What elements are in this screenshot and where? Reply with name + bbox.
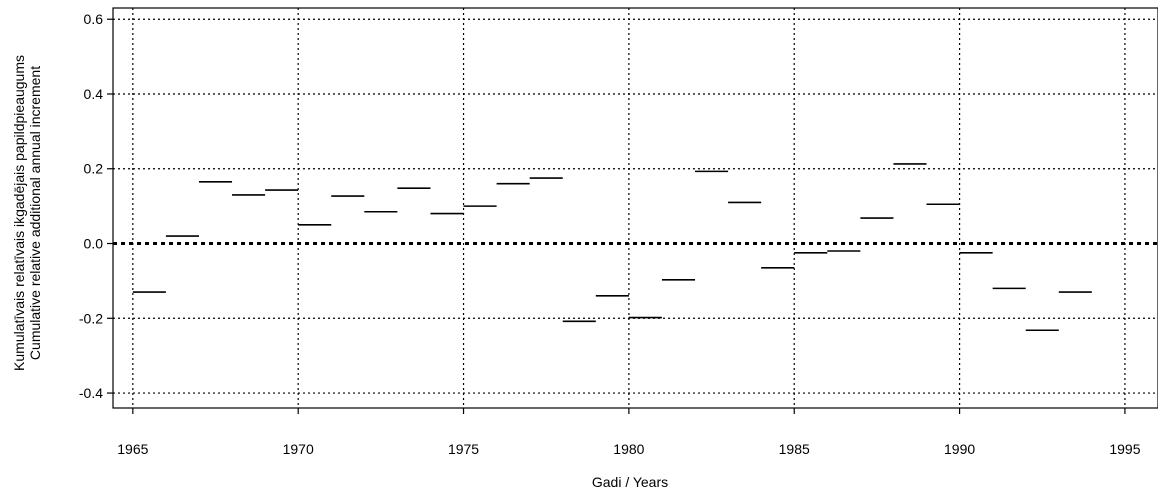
- y-axis: -0.4 -0.2 0.0 0.2 0.4 0.6: [79, 11, 113, 401]
- x-tick-label: 1965: [117, 441, 148, 457]
- y-tick-label: -0.4: [79, 385, 103, 401]
- x-tick-label: 1985: [779, 441, 810, 457]
- y-tick-label: 0.6: [84, 11, 104, 27]
- x-tick-label: 1975: [448, 441, 479, 457]
- y-tick-label: 0.0: [84, 236, 104, 252]
- x-tick-label: 1990: [944, 441, 975, 457]
- y-axis-title-line2: Cumulative relative additional annual in…: [27, 66, 43, 360]
- x-tick-label: 1980: [613, 441, 644, 457]
- x-axis-title: Gadi / Years: [592, 474, 668, 490]
- x-tick-label: 1970: [283, 441, 314, 457]
- y-tick-label: 0.2: [84, 161, 104, 177]
- data-series: [132, 163, 1092, 332]
- x-tick-label: 1995: [1109, 441, 1140, 457]
- grid: [113, 8, 1158, 408]
- y-axis-title-line1: Kumulatīvais relatīvais ikgadējais papil…: [11, 55, 27, 371]
- y-tick-label: 0.4: [84, 86, 104, 102]
- y-tick-label: -0.2: [79, 310, 103, 326]
- plot-frame: [112, 7, 1158, 409]
- x-axis: 1965 1970 1975 1980 1985 1990 1995: [117, 408, 1141, 457]
